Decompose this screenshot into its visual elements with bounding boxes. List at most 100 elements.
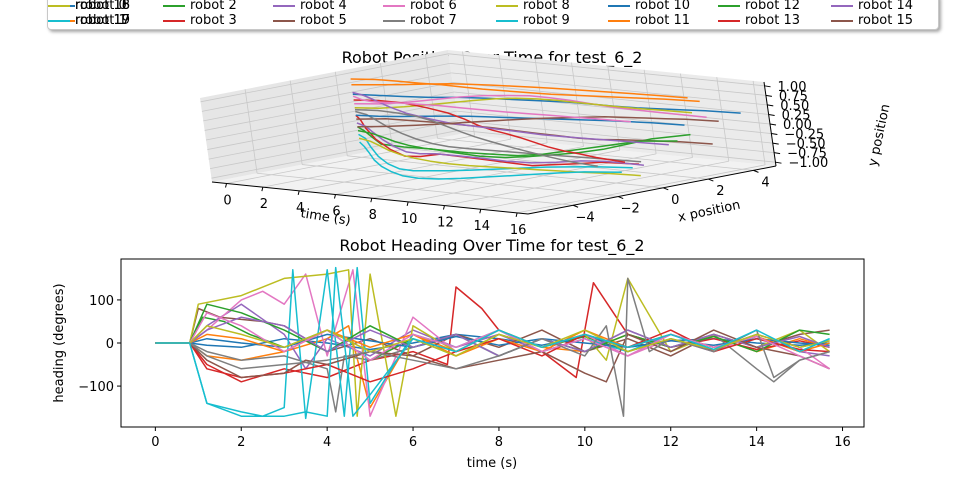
position-line-robot-14 <box>352 91 669 146</box>
legend-swatch <box>383 5 405 7</box>
tick-mark <box>515 212 518 218</box>
gridline <box>207 101 456 150</box>
position-line-robot-6 <box>354 94 707 119</box>
position-y-axis-label: y position <box>866 103 894 168</box>
tick-mark <box>261 187 264 192</box>
legend-swatch <box>831 5 853 7</box>
time-tick-label: 6 <box>332 205 340 220</box>
tick-mark <box>479 209 482 214</box>
tick-mark <box>334 194 336 199</box>
position-line-robot-16 <box>352 95 631 123</box>
tick-mark <box>764 85 771 88</box>
y-tick-label: −1.00 <box>788 156 828 171</box>
tick-mark <box>297 190 300 195</box>
gridline <box>453 91 771 125</box>
gridline <box>347 155 664 189</box>
y-tick-label: −0.75 <box>787 147 827 162</box>
legend-swatch <box>48 5 70 7</box>
time-tick-label: 4 <box>296 201 304 216</box>
heading-y-tick-label: 100 <box>89 294 114 309</box>
y-tick-label: 0.50 <box>780 99 809 114</box>
position-line-robot-7 <box>355 110 642 163</box>
tick-mark <box>442 205 445 210</box>
time-tick-label: 10 <box>401 212 418 227</box>
legend-label: robot 4 <box>300 0 347 13</box>
legend-label: robot 19 <box>75 13 130 28</box>
legend-label: robot 0 <box>80 0 127 13</box>
tick-mark <box>775 161 782 164</box>
3d-axes: 0 2 4 6 8 10 12 14 16 −4 −2 0 2 4 −1.00−0.75−0.50−0.25… <box>211 80 828 238</box>
gridline <box>257 172 574 206</box>
position-line-robot-15 <box>357 116 719 128</box>
legend-swatch <box>163 20 185 22</box>
legend-swatch <box>496 20 518 22</box>
heading-line-robot-17 <box>155 277 830 417</box>
position-time-axis-label: time (s) <box>299 206 351 229</box>
gridline <box>302 164 619 197</box>
heading-x-tick-label: 8 <box>495 435 503 450</box>
legend-label: robot 2 <box>190 0 237 13</box>
tick-mark <box>765 94 772 97</box>
y-tick-label: 1.00 <box>778 80 807 95</box>
tick-mark <box>572 204 579 208</box>
floor-pane <box>212 134 776 214</box>
position-line-robot-0 <box>352 93 741 114</box>
x-tick-label: −2 <box>621 202 640 217</box>
legend-swatch <box>718 5 740 7</box>
heading-x-tick-label: 12 <box>662 435 679 450</box>
tick-mark <box>771 133 778 136</box>
gridline <box>451 72 768 106</box>
legend-label: robot 14 <box>858 0 913 13</box>
heading-y-tick-label: −100 <box>78 380 114 395</box>
gridline <box>200 53 449 103</box>
y-tick-label: 0.00 <box>783 118 812 133</box>
legend-label: robot 6 <box>410 0 457 13</box>
tick-mark <box>753 169 759 173</box>
legend-swatch <box>383 20 405 22</box>
heading-line-robot-15 <box>155 329 830 383</box>
tick-mark <box>767 104 774 107</box>
tick-mark <box>769 123 777 126</box>
heading-series-lines <box>155 266 831 420</box>
gridline <box>480 160 729 210</box>
time-tick-label: 16 <box>510 223 527 238</box>
position-series-lines <box>350 78 741 180</box>
tick-mark <box>768 113 775 116</box>
time-tick-label: 14 <box>474 219 491 234</box>
legend-swatch <box>496 5 518 7</box>
heading-x-tick-label: 14 <box>748 435 765 450</box>
tick-mark <box>406 201 409 206</box>
gridline <box>437 137 754 171</box>
legend-label: robot 18 <box>75 0 130 13</box>
position-line-robot-12 <box>357 129 678 157</box>
legend-label: robot 11 <box>635 13 690 28</box>
legend-label: robot 12 <box>745 0 800 13</box>
position-line-robot-19 <box>359 141 622 180</box>
legend-label: robot 5 <box>300 13 347 28</box>
tick-mark <box>370 198 373 203</box>
legend-swatch <box>608 5 630 7</box>
time-tick-label: 8 <box>369 208 377 223</box>
gridline <box>371 149 620 199</box>
legend-label: robot 16 <box>75 0 130 13</box>
legend-swatch <box>273 20 295 22</box>
legend-label: robot 7 <box>410 13 457 28</box>
heading-line-robot-12 <box>155 303 830 357</box>
position-line-robot-1 <box>350 78 700 103</box>
tick-mark <box>772 142 779 145</box>
tick-mark <box>617 196 624 200</box>
gridline <box>449 62 766 96</box>
gridline <box>444 157 693 206</box>
legend-swatch <box>48 20 70 22</box>
heading-x-tick-label: 16 <box>834 435 851 450</box>
legend-label: robot 9 <box>523 13 570 28</box>
time-axis-line <box>211 181 529 215</box>
position-x-axis-label: x position <box>677 198 742 226</box>
heading-axes: 0 2 4 6 8 10 12 14 16 −100 0 100 <box>78 258 865 450</box>
x-axis-line <box>527 165 777 215</box>
legend-label: robot 15 <box>858 13 913 28</box>
heading-x-tick-label: 10 <box>577 435 594 450</box>
legend-swatch <box>608 20 630 22</box>
gridline <box>458 120 775 154</box>
